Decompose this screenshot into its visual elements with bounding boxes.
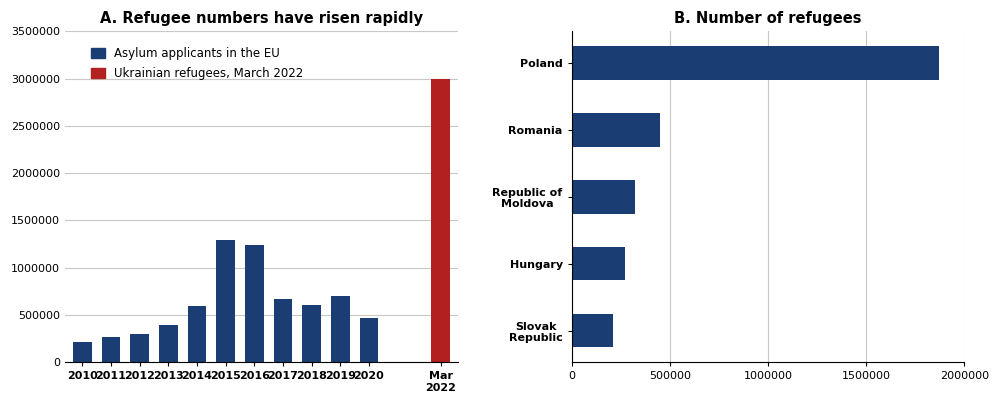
Bar <box>431 79 450 362</box>
Legend: Asylum applicants in the EU, Ukrainian refugees, March 2022: Asylum applicants in the EU, Ukrainian r… <box>91 47 303 80</box>
Bar <box>130 334 149 362</box>
Bar <box>572 247 625 280</box>
Bar <box>572 314 613 347</box>
Bar <box>274 299 292 362</box>
Title: B. Number of refugees: B. Number of refugees <box>674 11 862 26</box>
Bar <box>302 305 321 362</box>
Bar <box>159 325 178 362</box>
Bar <box>73 343 92 362</box>
Bar <box>572 113 660 147</box>
Title: A. Refugee numbers have risen rapidly: A. Refugee numbers have risen rapidly <box>100 11 423 26</box>
Bar <box>102 337 120 362</box>
Bar <box>216 240 235 362</box>
Bar <box>572 180 635 214</box>
Bar <box>360 318 378 362</box>
Bar <box>245 245 264 362</box>
Bar <box>572 46 939 80</box>
Bar <box>331 296 350 362</box>
Bar <box>188 307 206 362</box>
